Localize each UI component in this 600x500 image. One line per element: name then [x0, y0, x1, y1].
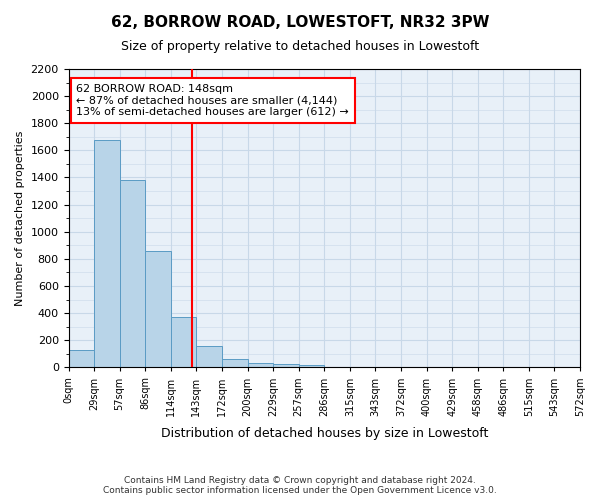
Bar	[119, 180, 145, 368]
Bar	[68, 350, 94, 368]
Bar	[273, 364, 299, 368]
Text: 62 BORROW ROAD: 148sqm
← 87% of detached houses are smaller (4,144)
13% of semi-: 62 BORROW ROAD: 148sqm ← 87% of detached…	[76, 84, 349, 117]
Y-axis label: Number of detached properties: Number of detached properties	[15, 130, 25, 306]
Bar	[299, 364, 324, 368]
Bar	[222, 358, 248, 368]
Bar	[248, 364, 273, 368]
Bar	[196, 346, 222, 368]
Text: Contains HM Land Registry data © Crown copyright and database right 2024.
Contai: Contains HM Land Registry data © Crown c…	[103, 476, 497, 495]
Text: 62, BORROW ROAD, LOWESTOFT, NR32 3PW: 62, BORROW ROAD, LOWESTOFT, NR32 3PW	[111, 15, 489, 30]
Bar	[94, 140, 119, 368]
Bar	[171, 317, 196, 368]
X-axis label: Distribution of detached houses by size in Lowestoft: Distribution of detached houses by size …	[161, 427, 488, 440]
Bar	[145, 250, 171, 368]
Text: Size of property relative to detached houses in Lowestoft: Size of property relative to detached ho…	[121, 40, 479, 53]
